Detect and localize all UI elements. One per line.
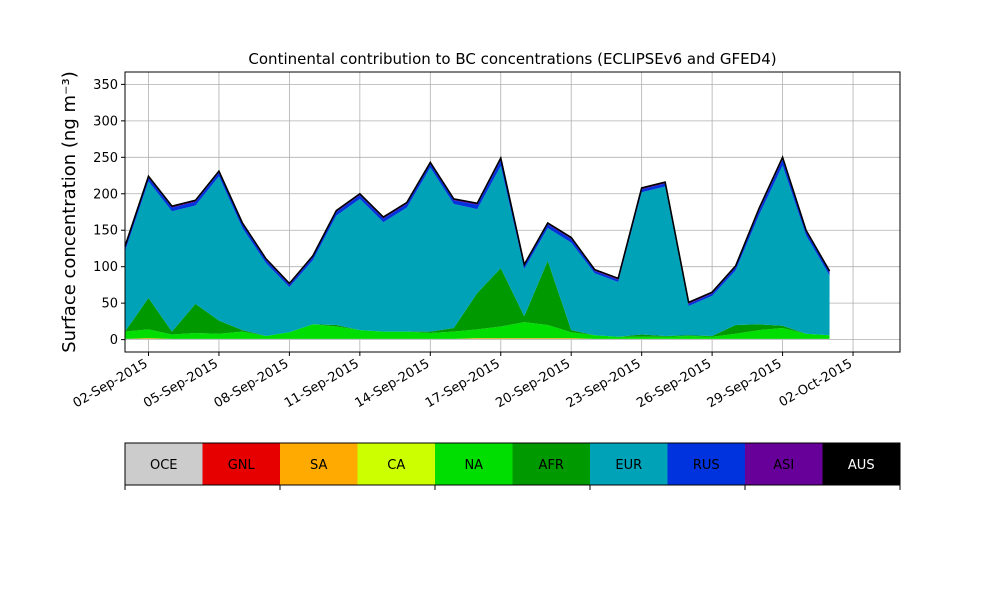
total-line: [124, 155, 831, 304]
legend-swatch-aus: [822, 443, 900, 485]
area-series-eur: [125, 165, 830, 337]
y-tick-label: 350: [93, 78, 118, 93]
legend-swatch-afr: [512, 443, 590, 485]
legend-swatch-ca: [357, 443, 435, 485]
area-series-sa: [125, 338, 830, 339]
legend-label-gnl: GNL: [228, 458, 256, 473]
legend-swatch-eur: [590, 443, 668, 485]
y-tick-label: 150: [93, 224, 118, 239]
legend-swatch-na: [435, 443, 513, 485]
y-axis-label: Surface concentration (ng m⁻³): [59, 71, 80, 353]
legend-label-ca: CA: [387, 458, 405, 473]
legend-swatch-rus: [667, 443, 745, 485]
legend-label-asi: ASI: [773, 458, 794, 473]
legend-label-sa: SA: [310, 458, 327, 473]
legend-label-eur: EUR: [615, 458, 642, 473]
legend-label-oce: OCE: [150, 458, 178, 473]
area-series-na: [125, 322, 830, 339]
legend-label-rus: RUS: [693, 458, 720, 473]
y-tick-label: 0: [110, 333, 118, 348]
legend-swatch-oce: [125, 443, 203, 485]
area-series-group: [125, 157, 830, 340]
area-series-oce: [125, 338, 830, 340]
chart-title: Continental contribution to BC concentra…: [248, 50, 776, 68]
y-tick-label: 200: [93, 187, 118, 202]
y-tick-label: 50: [101, 297, 118, 312]
legend-colorbar: OCE GNL SA CA NA AFR EUR RUS ASI AUS: [124, 442, 901, 490]
legend-swatch-asi: [745, 443, 823, 485]
legend-label-na: NA: [464, 458, 483, 473]
legend-swatch-sa: [280, 443, 358, 485]
y-tick-label: 300: [93, 114, 118, 129]
legend-label-aus: AUS: [848, 458, 875, 473]
plot-frame: [124, 71, 901, 353]
y-tick-label: 250: [93, 151, 118, 166]
y-tick-label: 100: [93, 260, 118, 275]
legend-frame: [124, 442, 901, 486]
legend-label-afr: AFR: [539, 458, 564, 473]
legend-swatch-gnl: [202, 443, 280, 485]
area-series-afr: [125, 260, 830, 337]
